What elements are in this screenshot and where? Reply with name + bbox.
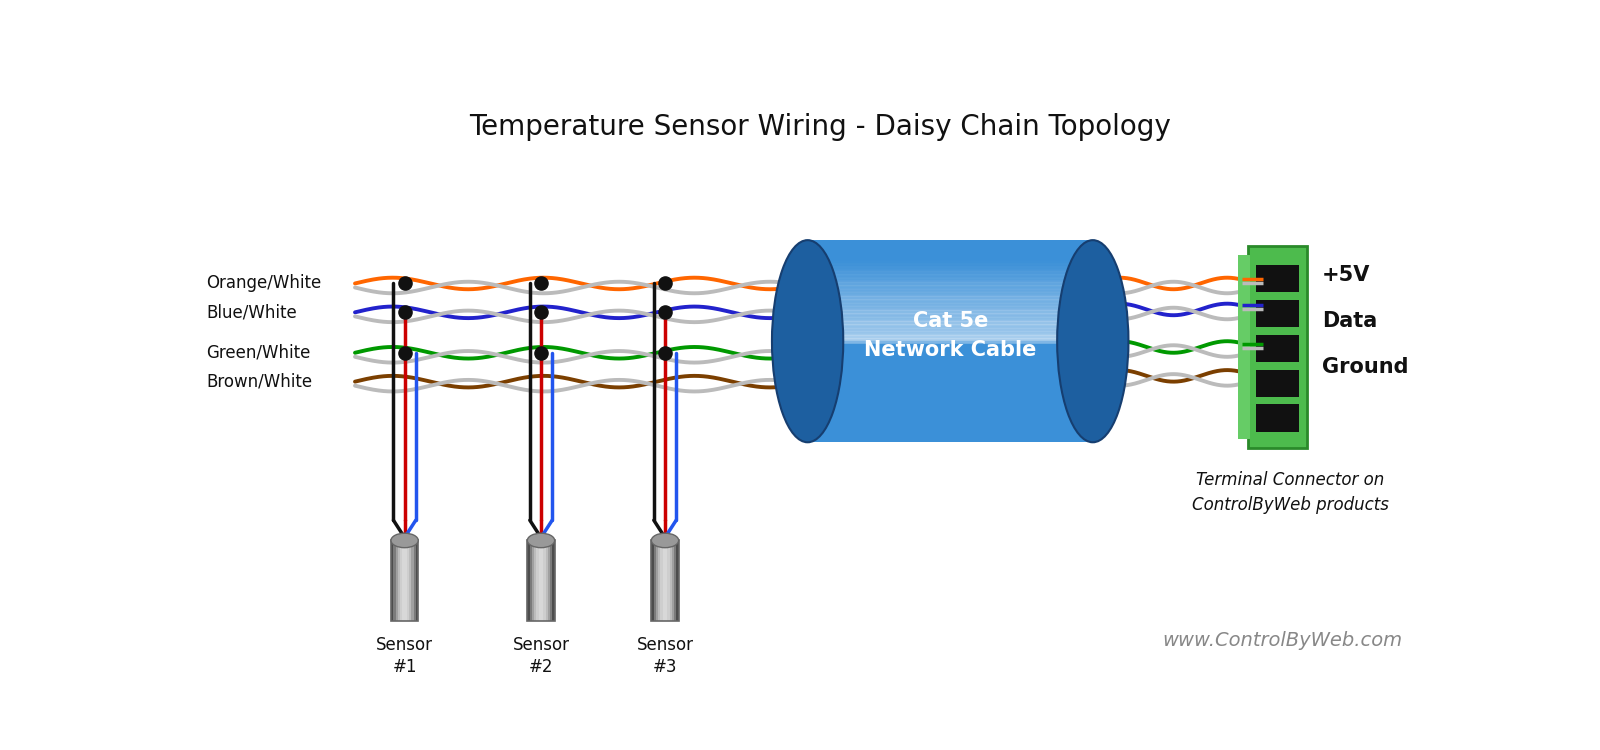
Bar xyxy=(398,541,400,621)
Bar xyxy=(406,541,410,621)
Bar xyxy=(541,541,544,621)
Ellipse shape xyxy=(651,533,678,548)
Bar xyxy=(654,541,656,621)
Text: Temperature Sensor Wiring - Daisy Chain Topology: Temperature Sensor Wiring - Daisy Chain … xyxy=(469,113,1171,141)
Bar xyxy=(536,541,539,621)
Bar xyxy=(677,541,678,621)
Bar xyxy=(662,541,666,621)
Bar xyxy=(390,541,418,621)
Text: Brown/White: Brown/White xyxy=(206,373,312,391)
Bar xyxy=(658,541,661,621)
Point xyxy=(392,346,418,358)
Bar xyxy=(531,541,534,621)
Text: +5V: +5V xyxy=(1322,265,1371,285)
Bar xyxy=(651,541,678,621)
Bar xyxy=(528,541,530,621)
Point xyxy=(528,278,554,290)
Bar xyxy=(539,541,541,621)
Bar xyxy=(672,541,674,621)
Bar xyxy=(400,541,402,621)
Bar xyxy=(651,541,654,621)
Bar xyxy=(1248,246,1307,448)
Bar xyxy=(666,541,667,621)
Bar xyxy=(552,541,555,621)
Text: Sensor
#3: Sensor #3 xyxy=(637,636,693,676)
Bar xyxy=(394,541,395,621)
Point xyxy=(392,278,418,290)
Ellipse shape xyxy=(528,533,555,548)
Bar xyxy=(1256,404,1299,432)
Bar xyxy=(1256,370,1299,397)
Bar xyxy=(390,541,394,621)
Bar xyxy=(402,541,405,621)
Point xyxy=(653,278,678,290)
Text: Sensor
#2: Sensor #2 xyxy=(512,636,570,676)
Point xyxy=(653,306,678,318)
Bar xyxy=(410,541,411,621)
Point xyxy=(653,346,678,358)
Bar xyxy=(405,541,406,621)
Bar xyxy=(667,541,669,621)
Text: Sensor
#1: Sensor #1 xyxy=(376,636,434,676)
Text: Blue/White: Blue/White xyxy=(206,303,298,321)
Bar xyxy=(411,541,414,621)
Bar xyxy=(528,541,555,621)
Bar xyxy=(547,541,550,621)
Bar xyxy=(1256,265,1299,292)
Point xyxy=(528,306,554,318)
Text: Orange/White: Orange/White xyxy=(206,274,322,292)
Bar xyxy=(669,541,672,621)
Text: Cat 5e
Network Cable: Cat 5e Network Cable xyxy=(864,310,1037,360)
Bar xyxy=(534,541,536,621)
Ellipse shape xyxy=(771,240,843,442)
Bar xyxy=(546,541,547,621)
Bar xyxy=(395,541,398,621)
Bar xyxy=(414,541,416,621)
Text: Ground: Ground xyxy=(1322,357,1408,377)
Bar xyxy=(1256,334,1299,362)
Text: Data: Data xyxy=(1322,311,1378,331)
Ellipse shape xyxy=(390,533,418,548)
Text: Terminal Connector on
ControlByWeb products: Terminal Connector on ControlByWeb produ… xyxy=(1192,471,1389,514)
Point xyxy=(392,306,418,318)
Bar xyxy=(416,541,418,621)
Bar xyxy=(661,541,662,621)
Bar xyxy=(544,541,546,621)
Bar xyxy=(550,541,552,621)
FancyBboxPatch shape xyxy=(808,240,1093,442)
Bar xyxy=(656,541,658,621)
Text: Green/White: Green/White xyxy=(206,344,310,362)
Point xyxy=(528,346,554,358)
Bar xyxy=(530,541,531,621)
Bar xyxy=(1256,300,1299,327)
Bar xyxy=(1238,254,1250,440)
Text: www.ControlByWeb.com: www.ControlByWeb.com xyxy=(1163,632,1403,650)
Bar xyxy=(674,541,677,621)
Ellipse shape xyxy=(1058,240,1128,442)
